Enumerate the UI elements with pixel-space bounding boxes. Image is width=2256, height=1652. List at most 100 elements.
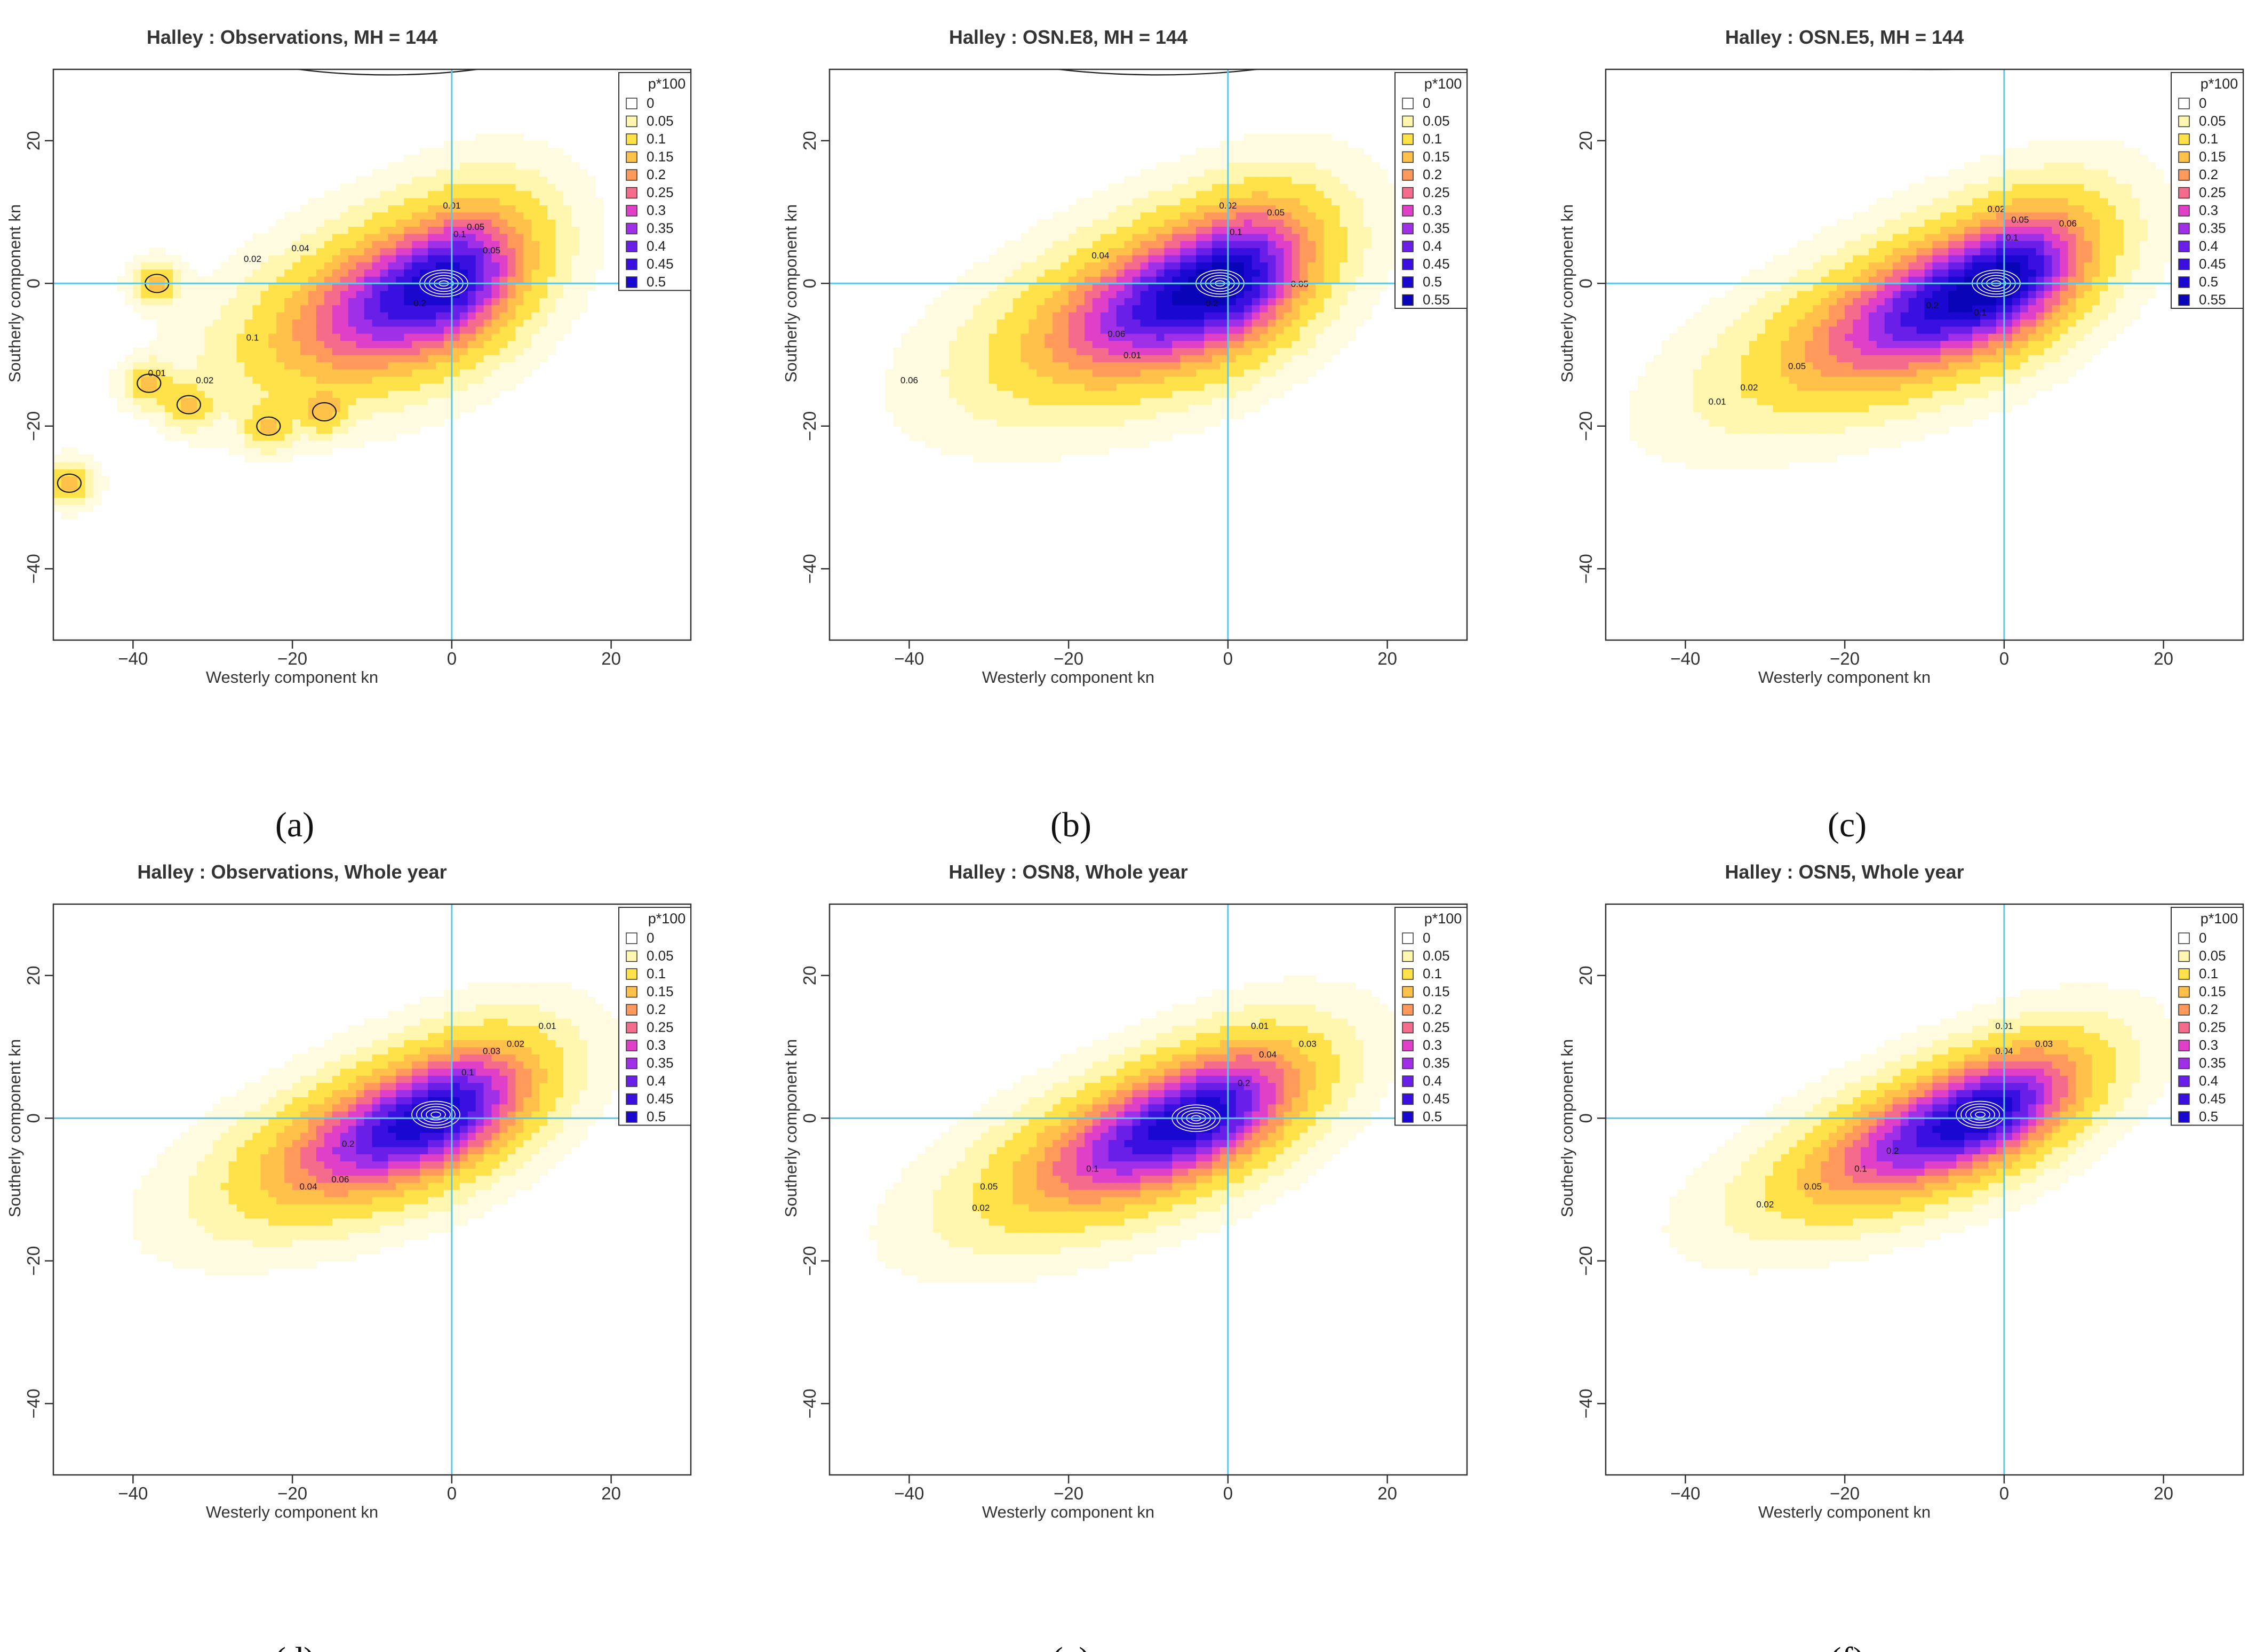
density-cell [324,212,333,220]
density-cell [1292,205,1301,213]
density-cell [1069,333,1077,341]
density-cell [1805,254,1814,262]
density-cell [1701,447,1710,456]
density-cell [1196,290,1205,298]
density-cell [236,390,245,398]
density-cell [1749,369,1758,377]
density-cell [181,340,189,348]
density-cell [428,162,436,170]
density-cell [141,290,149,298]
density-cell [949,340,958,348]
density-cell [1284,205,1293,213]
density-cell [1156,376,1165,384]
density-cell [1765,390,1774,398]
density-cell [117,283,126,291]
density-cell [1276,212,1285,220]
density-cell [1092,190,1101,198]
density-cell [1219,162,1229,170]
density-cell [1148,312,1157,320]
density-cell [77,454,86,462]
density-cell [1259,219,1269,227]
density-cell [244,419,253,427]
density-cell [260,390,269,398]
density-cell [459,262,468,270]
density-cell [964,397,974,405]
density-cell [300,333,309,341]
density-cell [1124,362,1133,370]
density-cell [964,355,974,363]
density-cell [1069,433,1077,441]
density-cell [1669,433,1678,441]
density-cell [1717,298,1726,306]
density-cell [436,162,444,170]
density-cell [1653,447,1662,456]
density-cell [252,404,261,412]
density-cell [1789,248,1798,256]
density-cell [595,248,604,256]
density-cell [1757,426,1766,434]
density-cell [276,262,285,270]
density-cell [1300,155,1308,163]
density-cell [949,326,958,334]
density-cell [404,290,412,298]
density-cell [1332,205,1340,213]
density-cell [1653,440,1662,448]
density-cell [451,176,460,184]
density-cell [412,290,420,298]
density-cell [188,397,197,405]
density-cell [1837,298,1845,306]
density-cell [1013,376,1022,384]
density-cell [1227,319,1237,327]
density-cell [380,362,389,370]
density-cell [1876,355,1885,363]
density-cell [1773,283,1782,291]
density-cell [1156,269,1165,277]
density-cell [1371,262,1380,270]
density-cell [507,155,516,163]
density-cell [957,283,966,291]
density-cell [1805,454,1814,462]
density-cell [212,440,221,448]
density-cell [1789,404,1798,412]
density-cell [1140,183,1149,191]
density-cell [260,383,269,391]
density-cell [380,404,389,412]
density-cell [1013,283,1022,291]
density-cell [340,404,349,412]
density-cell [340,419,349,427]
density-cell [404,162,412,170]
density-cell [1172,319,1181,327]
density-cell [1733,326,1742,334]
density-cell [1717,319,1726,327]
density-cell [957,412,966,420]
density-cell [1797,404,1806,412]
density-cell [1212,190,1221,198]
density-cell [1669,447,1678,456]
density-cell [1116,340,1125,348]
density-cell [1387,241,1396,249]
contour-label: 0.01 [1123,350,1141,361]
density-cell [587,176,596,184]
density-cell [284,254,293,262]
density-cell [475,169,484,177]
density-cell [467,176,476,184]
density-cell [1164,176,1173,184]
density-cell [1892,412,1901,420]
density-cell [1861,440,1869,448]
density-cell [1332,140,1340,148]
density-cell [1892,326,1901,334]
density-cell [388,433,397,441]
density-cell [1077,319,1085,327]
density-cell [125,298,134,306]
density-cell [563,197,572,205]
density-cell [1108,383,1117,391]
density-cell [348,369,357,377]
density-cell [1701,369,1710,377]
density-cell [292,254,301,262]
density-cell [997,397,1006,405]
density-cell [980,369,990,377]
density-cell [1053,226,1061,234]
density-cell [933,383,942,391]
density-cell [1029,312,1038,320]
density-cell [451,319,460,327]
